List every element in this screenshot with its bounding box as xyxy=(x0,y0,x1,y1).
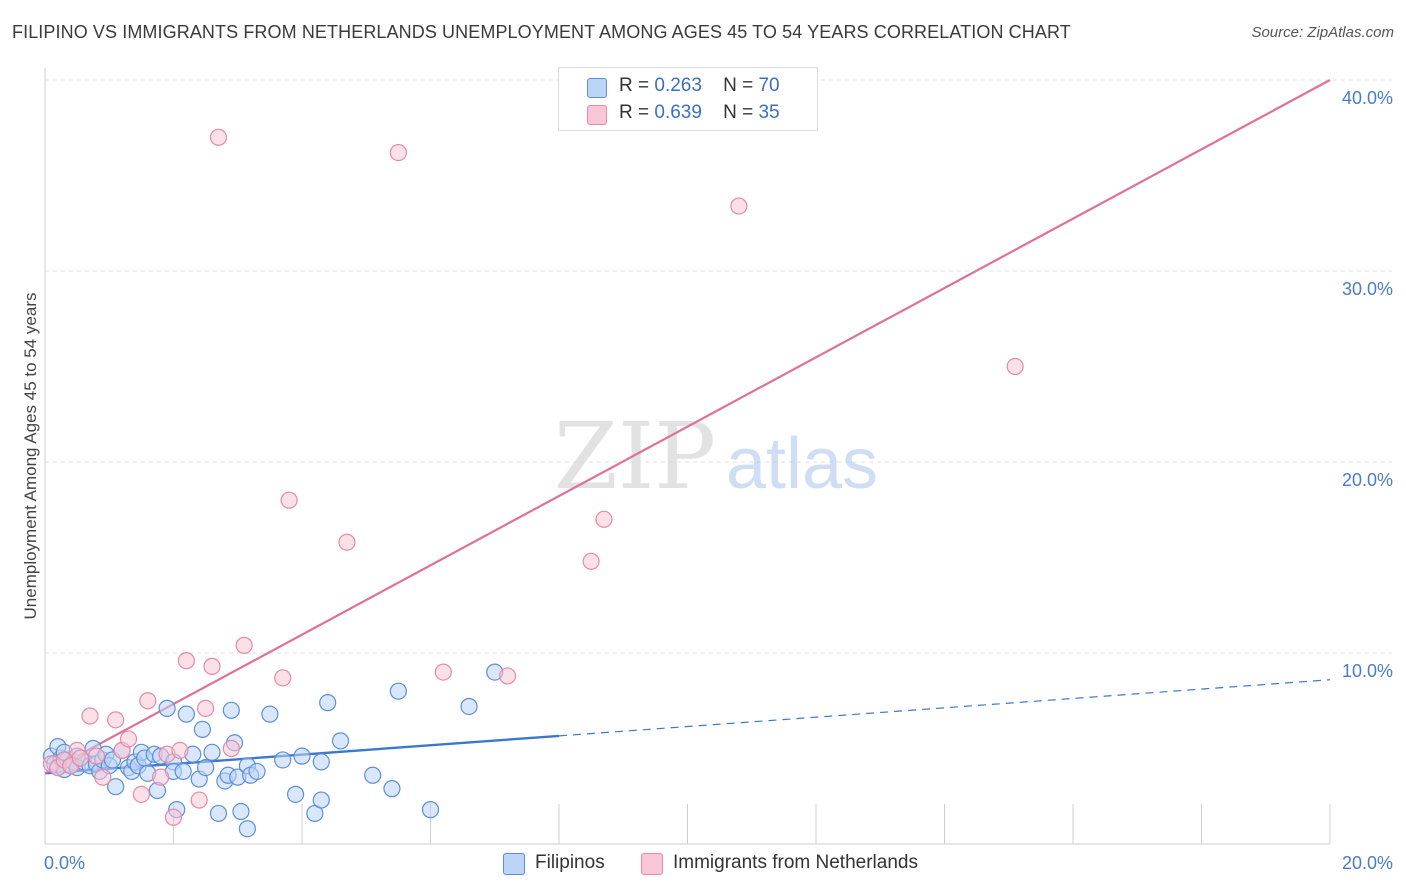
point-filipinos xyxy=(107,778,125,796)
point-filipinos xyxy=(460,697,478,716)
point-netherlands xyxy=(209,128,228,146)
point-netherlands xyxy=(94,768,112,786)
data-points xyxy=(42,128,1024,838)
point-netherlands xyxy=(582,552,600,570)
y-axis-label: Unemployment Among Ages 45 to 54 years xyxy=(21,293,40,620)
y-tick-label: 10.0% xyxy=(1342,661,1393,681)
grid-lines xyxy=(45,79,1392,654)
trend-line-netherlands xyxy=(44,79,1331,775)
point-netherlands xyxy=(107,711,125,729)
point-filipinos xyxy=(238,820,256,838)
bottom-legend-swatch-blue xyxy=(503,853,525,875)
point-netherlands xyxy=(171,741,189,760)
y-tick-label: 40.0% xyxy=(1342,88,1393,108)
trend-line-filipinos-dashed xyxy=(558,679,1331,737)
point-netherlands xyxy=(595,510,613,528)
legend: R = 0.263 N = 70 R = 0.639 N = 35 xyxy=(558,67,818,131)
point-filipinos xyxy=(312,753,330,771)
point-filipinos xyxy=(286,785,305,803)
point-netherlands xyxy=(139,692,157,710)
tick-labels: 10.0% 20.0% 30.0% 40.0% 0.0% 20.0% xyxy=(44,88,1393,873)
point-netherlands xyxy=(132,785,150,803)
point-filipinos xyxy=(177,705,195,723)
chart-title: FILIPINO VS IMMIGRANTS FROM NETHERLANDS … xyxy=(12,22,1071,42)
point-netherlands xyxy=(71,749,89,767)
point-filipinos xyxy=(364,766,382,784)
point-netherlands xyxy=(203,657,221,675)
point-netherlands xyxy=(119,730,138,748)
legend-n-value: 70 xyxy=(758,75,780,96)
point-netherlands xyxy=(1006,357,1024,376)
point-filipinos xyxy=(193,720,212,739)
point-netherlands xyxy=(434,663,452,681)
legend-n-label: N = xyxy=(723,102,754,123)
point-filipinos xyxy=(197,758,215,777)
trend-lines xyxy=(44,79,1331,775)
point-netherlands xyxy=(87,747,106,765)
legend-n-value: 35 xyxy=(758,102,780,123)
point-netherlands xyxy=(338,533,356,551)
point-filipinos xyxy=(261,705,279,723)
x-tick-label: 0.0% xyxy=(44,853,85,873)
point-filipinos xyxy=(389,682,407,700)
y-tick-label: 20.0% xyxy=(1342,470,1393,490)
point-netherlands xyxy=(81,707,99,725)
point-netherlands xyxy=(499,667,517,685)
bottom-legend-label: Filipinos xyxy=(535,852,605,873)
y-tick-label: 30.0% xyxy=(1342,279,1393,299)
legend-r-label: R = xyxy=(619,75,650,96)
point-netherlands xyxy=(389,143,407,162)
point-filipinos xyxy=(383,780,401,798)
watermark-zip: ZIP xyxy=(554,403,716,510)
legend-r-value: 0.639 xyxy=(654,102,702,123)
point-filipinos xyxy=(174,762,192,781)
x-tick-label: 20.0% xyxy=(1342,853,1393,873)
point-filipinos xyxy=(209,804,228,823)
point-netherlands xyxy=(730,197,748,215)
point-filipinos xyxy=(222,701,240,719)
point-filipinos xyxy=(203,743,221,761)
point-netherlands xyxy=(190,791,208,809)
legend-n-label: N = xyxy=(723,75,754,96)
legend-r-label: R = xyxy=(619,102,650,123)
point-netherlands xyxy=(274,669,292,687)
point-filipinos xyxy=(158,699,176,717)
point-filipinos xyxy=(293,747,311,765)
legend-swatch-blue xyxy=(587,78,607,98)
point-filipinos xyxy=(331,732,350,750)
point-netherlands xyxy=(197,699,215,717)
legend-swatch-pink xyxy=(587,105,607,125)
point-filipinos xyxy=(248,762,266,781)
point-filipinos xyxy=(232,802,250,821)
axes xyxy=(44,68,1331,845)
point-netherlands xyxy=(164,808,183,826)
watermark-atlas: atlas xyxy=(726,424,878,504)
point-netherlands xyxy=(222,739,240,758)
point-filipinos xyxy=(319,694,337,712)
bottom-legend-swatch-pink xyxy=(641,853,663,875)
point-netherlands xyxy=(235,636,253,654)
bottom-legend-label: Immigrants from Netherlands xyxy=(673,852,918,873)
point-filipinos xyxy=(421,801,440,819)
point-netherlands xyxy=(280,491,298,509)
point-filipinos xyxy=(274,751,292,769)
point-netherlands xyxy=(152,768,170,786)
legend-r-value: 0.263 xyxy=(654,75,702,96)
point-filipinos xyxy=(312,791,330,809)
point-netherlands xyxy=(177,652,195,670)
source-label: Source: ZipAtlas.com xyxy=(1251,24,1394,41)
